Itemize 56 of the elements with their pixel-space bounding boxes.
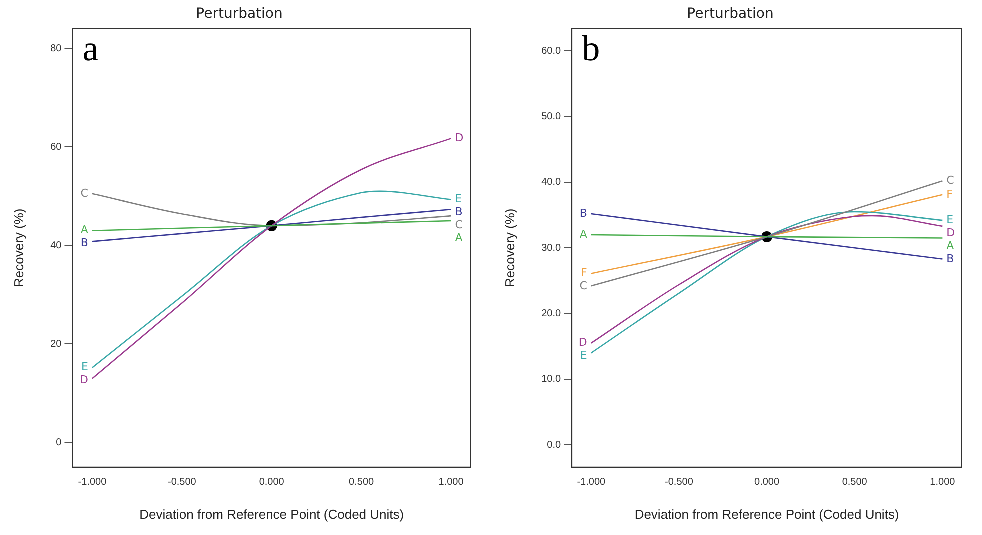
x-tick-label: -0.500 bbox=[665, 477, 694, 488]
text: D bbox=[578, 336, 588, 350]
text: B bbox=[580, 206, 588, 220]
line-series bbox=[92, 138, 452, 380]
x-tick-label: 1.000 bbox=[930, 477, 956, 488]
annotation: b bbox=[582, 28, 600, 68]
series-label: D bbox=[455, 132, 464, 145]
series-label: F bbox=[581, 266, 588, 280]
text: A bbox=[455, 232, 463, 245]
y-axis-title: Recovery (%) bbox=[11, 208, 26, 288]
series-label: A bbox=[580, 228, 588, 241]
x-tick-label: 0.500 bbox=[842, 477, 868, 488]
y-tick-label: 20 bbox=[50, 338, 62, 350]
annotation: a bbox=[82, 28, 99, 68]
y-axis-title: Recovery (%) bbox=[502, 208, 518, 288]
text: E bbox=[580, 349, 588, 362]
x-tick-label: 0.000 bbox=[754, 477, 780, 488]
y-tick-label: 40 bbox=[50, 240, 62, 252]
y-tick-label: 60.0 bbox=[542, 46, 562, 57]
x-tick-label: 0.500 bbox=[349, 477, 375, 488]
series-label: C bbox=[580, 280, 588, 293]
x-tick-label: 1.000 bbox=[438, 477, 464, 488]
text: B bbox=[455, 206, 463, 219]
line-series bbox=[92, 220, 452, 232]
y-tick-label: 0.0 bbox=[547, 440, 562, 451]
text: E bbox=[82, 360, 88, 374]
chart-title: Perturbation bbox=[196, 6, 283, 22]
series-label: E bbox=[946, 213, 954, 226]
y-tick-label: 50.0 bbox=[542, 112, 562, 123]
x-tick-label: -1.000 bbox=[78, 477, 108, 488]
y-tick-label: 0 bbox=[56, 438, 62, 449]
text: F bbox=[946, 188, 954, 201]
y-tick-label: 60 bbox=[50, 142, 62, 153]
line-series bbox=[92, 209, 452, 242]
text: A bbox=[946, 239, 954, 252]
series-label: B bbox=[80, 236, 88, 250]
series-label: A bbox=[80, 224, 89, 237]
text: D bbox=[80, 374, 88, 387]
y-tick-label: 80 bbox=[50, 43, 62, 54]
y-tick-label: 20.0 bbox=[542, 308, 562, 320]
x-tick-label: -0.500 bbox=[168, 477, 197, 488]
y-tick-label: 10.0 bbox=[542, 374, 562, 386]
x-tick-label: -1.000 bbox=[577, 477, 606, 488]
line-series bbox=[92, 190, 452, 369]
text: C bbox=[946, 174, 954, 187]
series-label: C bbox=[80, 186, 89, 200]
series-label: B bbox=[946, 252, 954, 266]
x-axis-title: Deviation from Reference Point (Coded Units) bbox=[140, 506, 404, 522]
x-tick-label: 0.000 bbox=[259, 477, 285, 488]
y-tick-label: 40.0 bbox=[542, 177, 562, 188]
chart-title: Perturbation bbox=[687, 6, 774, 22]
text: C bbox=[455, 218, 463, 232]
x-axis-title: Deviation from Reference Point (Coded Units) bbox=[634, 506, 900, 522]
series-label: E bbox=[455, 192, 462, 206]
series-label: D bbox=[946, 226, 956, 240]
y-tick-label: 30.0 bbox=[542, 242, 562, 254]
